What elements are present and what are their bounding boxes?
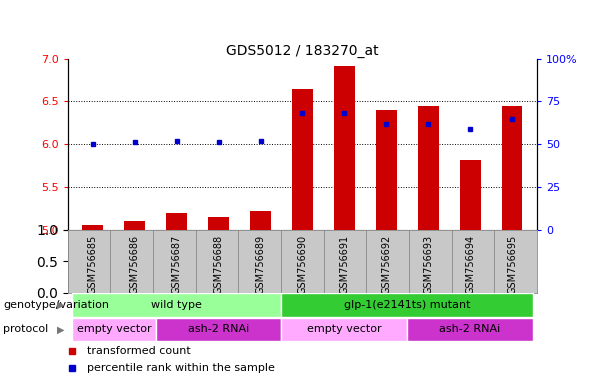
Text: GSM756688: GSM756688 [214,235,224,294]
Text: empty vector: empty vector [307,324,382,334]
Text: protocol: protocol [3,324,48,334]
Bar [292,89,313,230]
Bar [407,318,533,341]
Text: ash-2 RNAi: ash-2 RNAi [439,324,501,334]
Bar [155,318,282,341]
Text: GSM756690: GSM756690 [297,235,307,294]
Bar [376,110,397,230]
Text: GSM756691: GSM756691 [339,235,349,294]
Bar [208,217,229,230]
Bar [459,160,481,230]
Bar [72,318,155,341]
Title: GDS5012 / 183270_at: GDS5012 / 183270_at [226,44,379,58]
Text: transformed count: transformed count [87,346,190,356]
Text: genotype/variation: genotype/variation [3,300,109,310]
Text: GSM756687: GSM756687 [172,235,182,294]
Bar [282,293,533,317]
Bar [282,318,407,341]
Bar [502,106,522,230]
Text: ▶: ▶ [57,300,64,310]
Bar [72,293,282,317]
Text: ash-2 RNAi: ash-2 RNAi [188,324,249,334]
Text: GSM756695: GSM756695 [507,235,517,294]
Text: GSM756694: GSM756694 [465,235,475,294]
Bar [166,213,187,230]
Text: glp-1(e2141ts) mutant: glp-1(e2141ts) mutant [344,300,471,310]
Bar [418,106,439,230]
Bar [124,221,145,230]
Text: GSM756685: GSM756685 [88,235,98,294]
Text: empty vector: empty vector [77,324,151,334]
Text: GSM756692: GSM756692 [381,235,391,294]
Text: percentile rank within the sample: percentile rank within the sample [87,363,274,374]
Text: GSM756693: GSM756693 [423,235,433,294]
Bar [82,225,103,230]
Text: GSM756686: GSM756686 [130,235,140,294]
Bar [250,211,271,230]
Bar [334,66,355,230]
Text: GSM756689: GSM756689 [256,235,266,294]
Text: ▶: ▶ [57,324,64,334]
Text: wild type: wild type [151,300,202,310]
